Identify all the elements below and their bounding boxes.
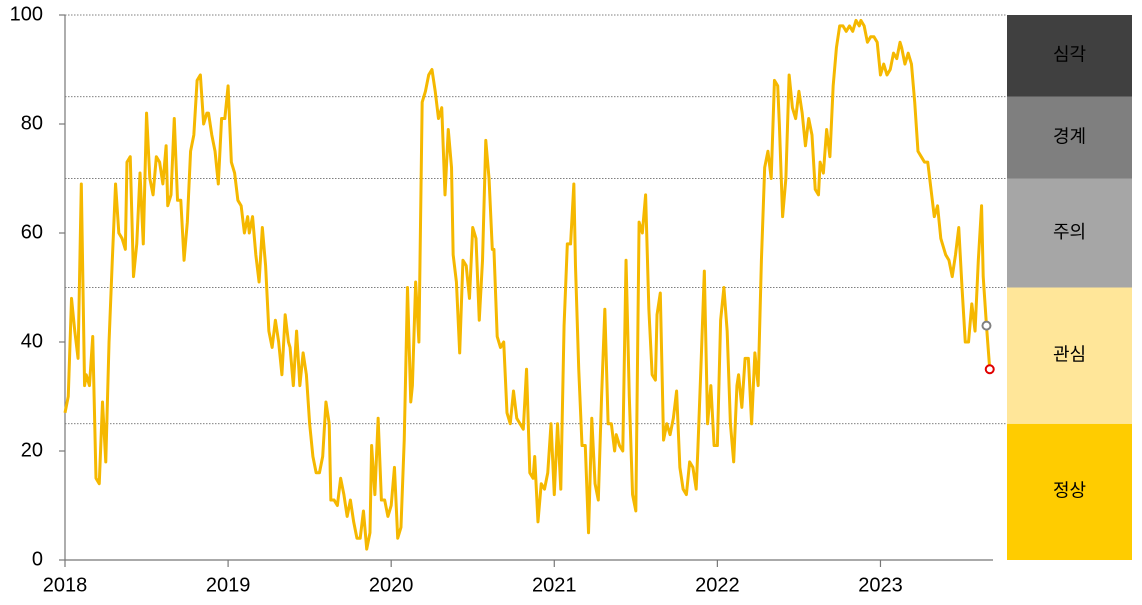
band-label: 경계	[1053, 126, 1086, 146]
band-label: 관심	[1053, 344, 1086, 364]
y-tick-label: 20	[21, 439, 43, 461]
x-tick-label: 2022	[695, 574, 740, 596]
band-label: 정상	[1053, 481, 1086, 501]
y-tick-label: 80	[21, 112, 43, 134]
level-band	[1007, 423, 1132, 560]
data-line	[63, 18, 992, 551]
end-marker	[984, 364, 995, 375]
band-label: 심각	[1053, 45, 1086, 65]
y-tick-label: 40	[21, 330, 43, 352]
x-tick-label: 2023	[858, 574, 903, 596]
level-band	[1007, 96, 1132, 179]
level-band	[1007, 15, 1132, 97]
x-tick-label: 2019	[206, 574, 251, 596]
level-band	[1007, 178, 1132, 288]
x-tick-label: 2020	[369, 574, 414, 596]
band-label: 주의	[1053, 222, 1086, 242]
x-tick-label: 2018	[43, 574, 88, 596]
x-tick-label: 2021	[532, 574, 577, 596]
y-tick-label: 100	[10, 3, 43, 25]
level-band	[1007, 287, 1132, 424]
y-tick-label: 60	[21, 221, 43, 243]
end-marker	[981, 320, 992, 331]
y-tick-label: 0	[32, 548, 43, 570]
